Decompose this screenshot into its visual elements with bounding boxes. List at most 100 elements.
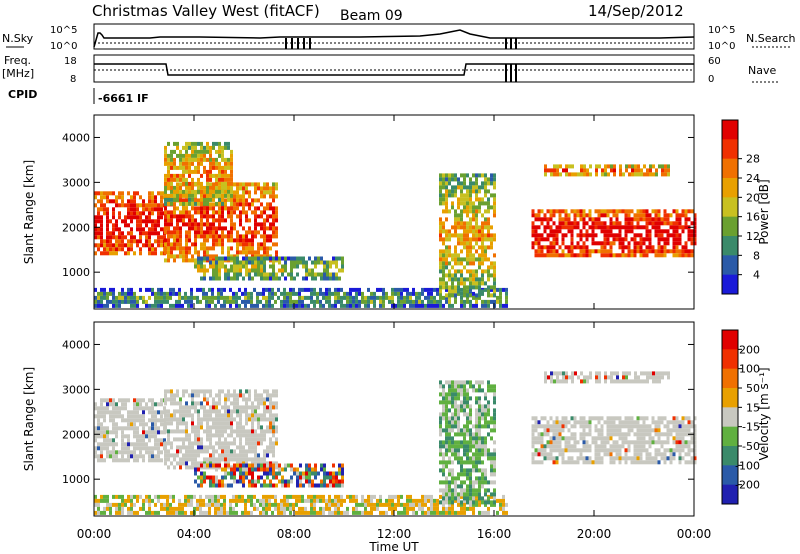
range-cell xyxy=(493,269,496,274)
range-cell xyxy=(154,299,157,304)
range-cell xyxy=(367,510,370,515)
range-cell xyxy=(164,413,167,418)
range-cell xyxy=(212,425,215,430)
range-cell xyxy=(173,242,176,247)
range-cell xyxy=(543,253,547,258)
range-cell xyxy=(448,480,451,485)
range-cell xyxy=(176,153,179,158)
range-cell xyxy=(573,245,577,250)
range-cell xyxy=(484,480,487,485)
range-cell xyxy=(562,168,565,173)
range-cell xyxy=(218,218,221,223)
range-cell xyxy=(109,450,112,455)
range-cell xyxy=(185,222,188,227)
range-cell xyxy=(603,221,607,226)
range-cell xyxy=(151,406,154,411)
range-cell xyxy=(227,445,230,450)
range-cell xyxy=(209,173,212,178)
range-cell xyxy=(442,400,445,405)
range-cell xyxy=(242,264,245,269)
range-cell xyxy=(139,251,142,256)
range-cell xyxy=(552,221,556,226)
range-cell xyxy=(266,202,269,207)
range-cell xyxy=(484,436,487,441)
range-cell xyxy=(215,276,218,281)
range-cell xyxy=(164,193,167,198)
range-cell xyxy=(121,446,124,451)
range-cell xyxy=(460,213,463,218)
range-cell xyxy=(251,449,254,454)
range-cell xyxy=(106,406,109,411)
range-cell xyxy=(176,437,179,442)
range-cell xyxy=(445,217,448,222)
range-cell xyxy=(221,429,224,434)
range-cell xyxy=(580,164,583,169)
range-cell xyxy=(600,221,604,226)
range-cell xyxy=(139,454,142,459)
range-cell xyxy=(484,404,487,409)
range-cell xyxy=(451,420,454,425)
range-cell xyxy=(199,299,202,304)
range-cell xyxy=(184,498,187,503)
range-cell xyxy=(182,445,185,450)
range-cell xyxy=(203,234,206,239)
range-cell xyxy=(606,213,610,218)
range-cell xyxy=(157,203,160,208)
range-cell xyxy=(478,484,481,489)
range-cell xyxy=(460,460,463,465)
range-cell xyxy=(236,254,239,259)
range-cell xyxy=(218,409,221,414)
range-cell xyxy=(230,256,233,261)
range-cell xyxy=(212,185,215,190)
range-cell xyxy=(179,246,182,251)
range-cell xyxy=(197,260,200,265)
range-cell xyxy=(499,291,502,296)
range-cell xyxy=(690,241,694,246)
range-cell xyxy=(182,161,185,166)
range-cell xyxy=(460,241,463,246)
range-cell xyxy=(215,401,218,406)
range-cell xyxy=(466,245,469,250)
range-cell xyxy=(251,433,254,438)
range-cell xyxy=(552,233,556,238)
range-cell xyxy=(221,413,224,418)
range-cell xyxy=(367,494,370,499)
range-cell xyxy=(478,498,481,503)
range-cell xyxy=(200,276,203,281)
range-cell xyxy=(203,429,206,434)
range-cell xyxy=(224,161,227,166)
range-cell xyxy=(233,254,236,259)
range-cell xyxy=(121,231,124,236)
range-cell xyxy=(209,145,212,150)
range-cell xyxy=(218,461,221,466)
range-cell xyxy=(106,291,109,296)
range-cell xyxy=(388,498,391,503)
range-cell xyxy=(209,453,212,458)
range-cell xyxy=(609,217,613,222)
range-cell xyxy=(451,448,454,453)
range-cell xyxy=(472,269,475,274)
range-cell xyxy=(179,421,182,426)
range-cell xyxy=(448,440,451,445)
range-cell xyxy=(561,241,565,246)
range-cell xyxy=(218,197,221,202)
range-cell xyxy=(642,249,646,254)
range-cell xyxy=(257,463,260,468)
range-cell xyxy=(248,463,251,468)
range-cell xyxy=(478,400,481,405)
range-cell xyxy=(94,203,97,208)
range-cell xyxy=(266,393,269,398)
range-cell xyxy=(564,444,568,449)
range-cell xyxy=(469,281,472,286)
range-cell xyxy=(208,295,211,300)
range-cell xyxy=(564,217,568,222)
range-cell xyxy=(439,444,442,449)
range-cell xyxy=(160,422,163,427)
range-cell xyxy=(331,291,334,296)
range-cell xyxy=(451,281,454,286)
range-cell xyxy=(176,425,179,430)
range-cell xyxy=(248,429,251,434)
range-cell xyxy=(154,430,157,435)
range-cell xyxy=(127,498,130,503)
range-cell xyxy=(209,185,212,190)
